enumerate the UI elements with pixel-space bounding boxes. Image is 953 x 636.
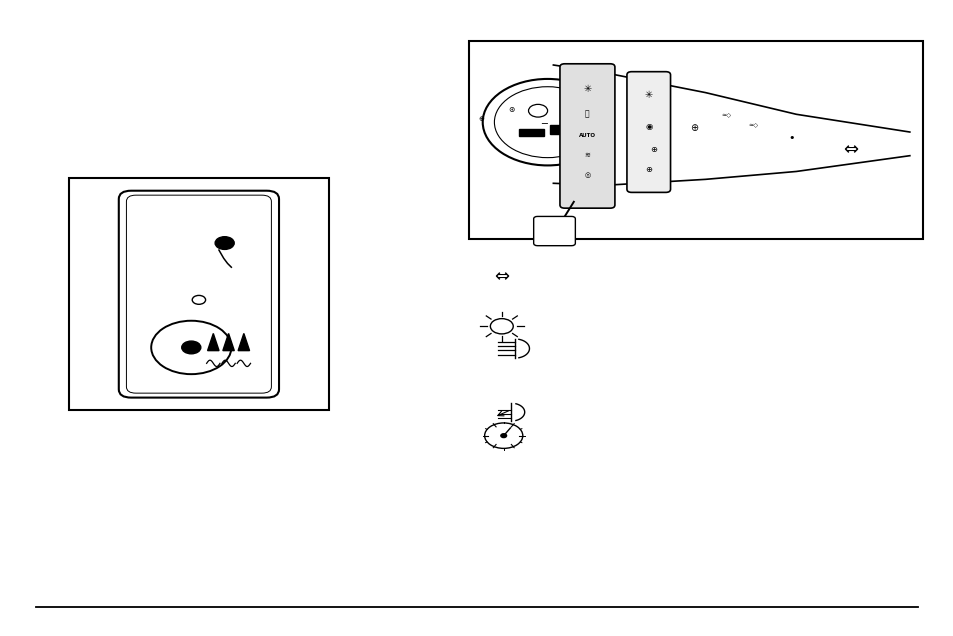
Text: ✳: ✳ — [644, 90, 652, 100]
Polygon shape — [238, 333, 250, 350]
Text: ⊕: ⊕ — [477, 116, 483, 122]
FancyBboxPatch shape — [626, 72, 670, 192]
Circle shape — [482, 79, 612, 165]
Text: ⇔: ⇔ — [494, 268, 509, 286]
Text: ⚙: ⚙ — [564, 99, 572, 107]
Text: +: + — [568, 118, 579, 130]
FancyBboxPatch shape — [119, 191, 278, 398]
Text: ≈◇: ≈◇ — [720, 114, 730, 119]
Text: •: • — [788, 133, 794, 143]
Circle shape — [214, 237, 233, 249]
Polygon shape — [553, 65, 909, 185]
Bar — [518, 129, 543, 136]
Text: ⊕: ⊕ — [644, 165, 652, 174]
Text: ⇔: ⇔ — [842, 141, 858, 159]
Bar — [69, 178, 329, 410]
Bar — [550, 125, 569, 134]
Text: ✳: ✳ — [583, 84, 591, 93]
Circle shape — [500, 434, 506, 438]
Text: ◉: ◉ — [644, 121, 652, 130]
Circle shape — [181, 341, 200, 354]
Text: ⊕: ⊕ — [689, 123, 698, 133]
Circle shape — [151, 321, 231, 374]
Text: AUTO: AUTO — [578, 134, 596, 139]
Text: ≈◇: ≈◇ — [747, 123, 758, 128]
Text: ─: ─ — [540, 119, 546, 129]
Text: ⊛: ⊛ — [508, 105, 514, 114]
Text: ≋: ≋ — [584, 153, 590, 159]
FancyBboxPatch shape — [559, 64, 615, 208]
FancyBboxPatch shape — [533, 216, 575, 245]
Text: ⊕: ⊕ — [649, 145, 657, 155]
Bar — [469, 41, 923, 238]
Polygon shape — [208, 333, 219, 350]
Text: ◎: ◎ — [584, 172, 590, 179]
Polygon shape — [223, 333, 234, 350]
Text: ⏻: ⏻ — [584, 110, 589, 119]
